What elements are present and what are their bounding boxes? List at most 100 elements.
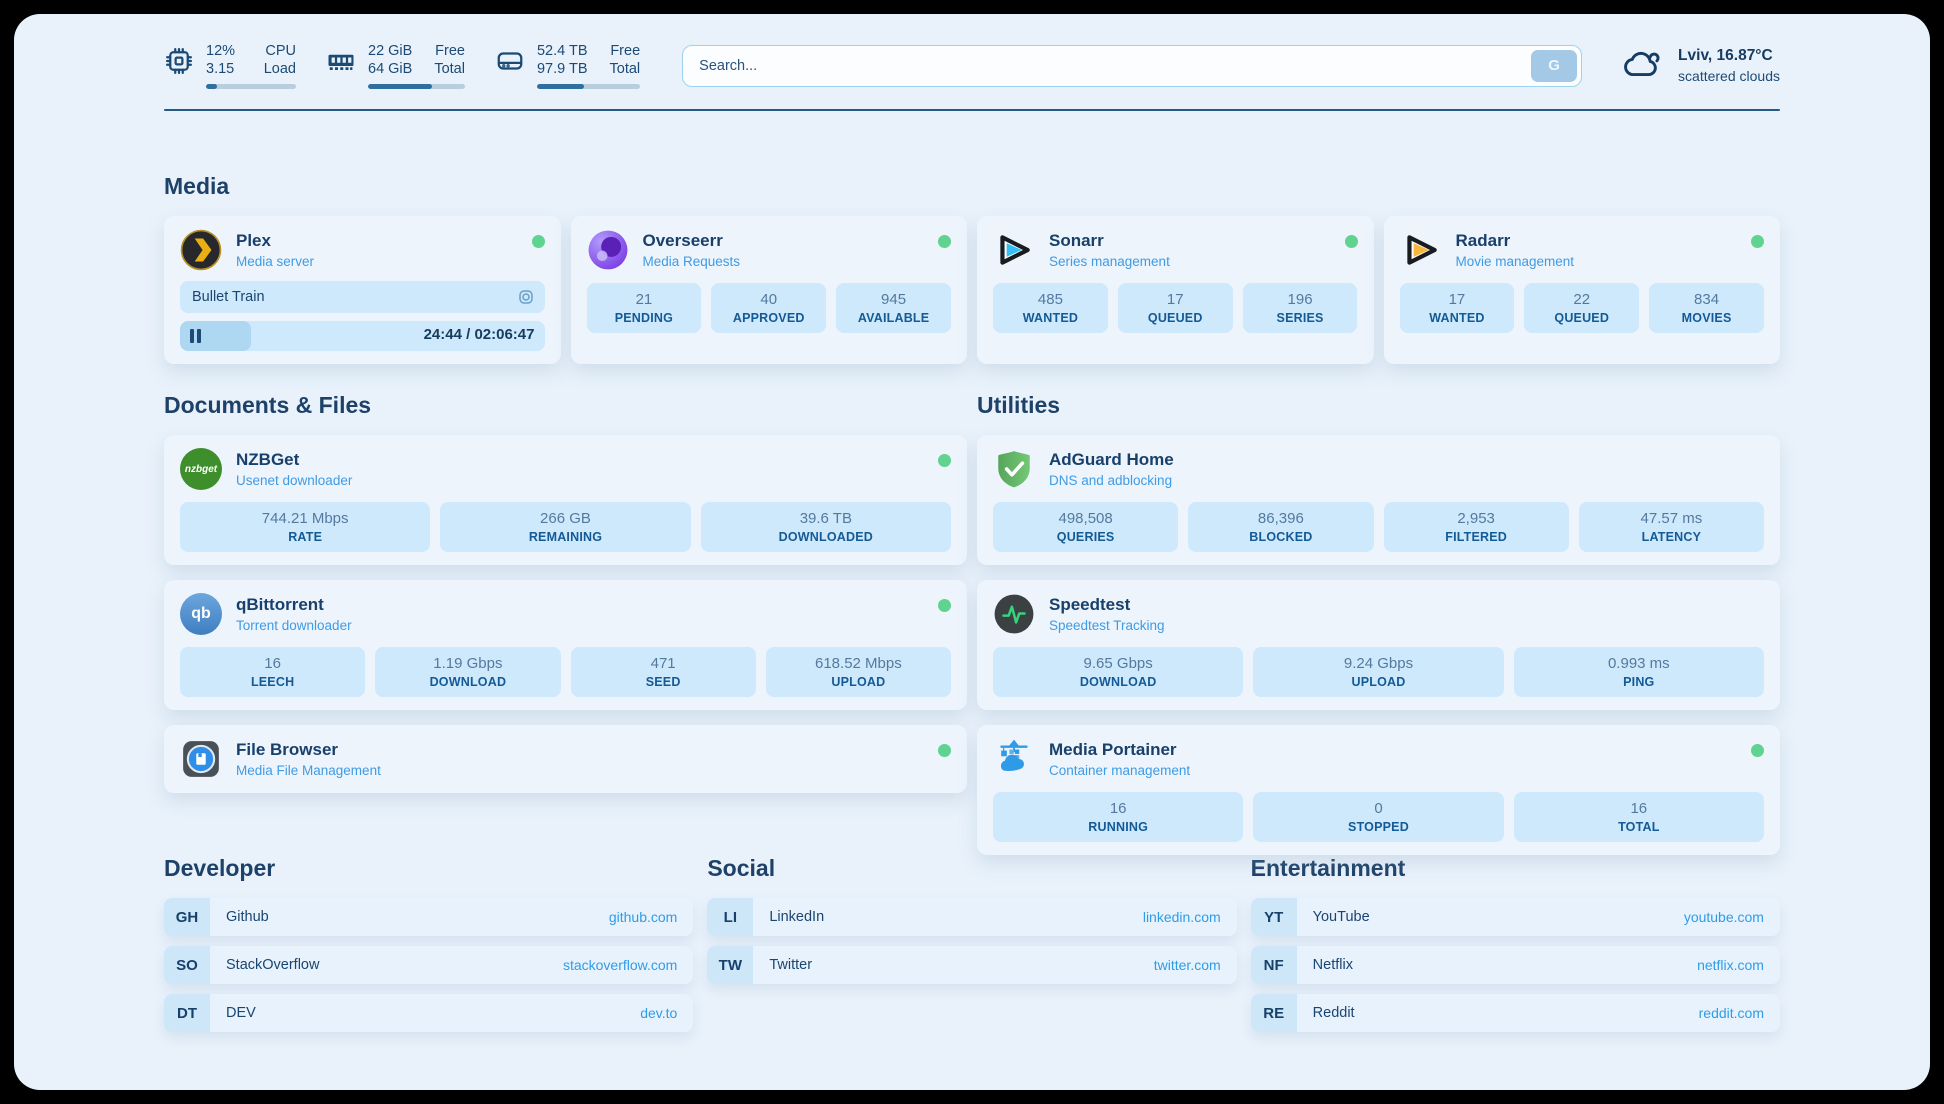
social-section: Social LI LinkedIn linkedin.com TW Twitt… bbox=[707, 855, 1237, 1032]
card-title: File Browser bbox=[236, 740, 339, 760]
card-title: AdGuard Home bbox=[1049, 450, 1174, 470]
header-divider bbox=[164, 109, 1780, 112]
link-youtube[interactable]: YT YouTube youtube.com bbox=[1250, 898, 1780, 937]
qbittorrent-icon: qb bbox=[180, 593, 222, 636]
card-subtitle: Media Requests bbox=[642, 253, 741, 269]
card-portainer[interactable]: Media Portainer Container management 16 … bbox=[977, 725, 1780, 856]
pause-icon[interactable] bbox=[190, 329, 201, 344]
card-title: qBittorrent bbox=[236, 595, 324, 615]
cpu-icon bbox=[164, 46, 194, 81]
stat-movies: 834 MOVIES bbox=[1649, 283, 1764, 334]
cpu-load-label: Load bbox=[263, 61, 296, 78]
ram-stat: 22 GiB 64 GiB Free Total bbox=[326, 42, 465, 90]
stat-queued: 17 QUEUED bbox=[1117, 283, 1233, 334]
cpu-usage-value: 12% bbox=[206, 43, 236, 59]
overseerr-icon bbox=[587, 229, 629, 271]
stat-running: 16 RUNNING bbox=[993, 792, 1244, 843]
search-input[interactable] bbox=[682, 44, 1583, 87]
card-title: NZBGet bbox=[236, 450, 300, 470]
link-dev[interactable]: DT DEV dev.to bbox=[164, 994, 694, 1033]
playback-time: 24:44 / 02:06:47 bbox=[423, 326, 535, 344]
ram-total-label: Total bbox=[434, 61, 465, 78]
status-dot bbox=[1751, 235, 1764, 249]
section-title-entertainment: Entertainment bbox=[1250, 855, 1406, 882]
section-title-utilities: Utilities bbox=[977, 392, 1061, 419]
cloud-icon bbox=[1624, 46, 1664, 85]
stat-seed: 471 SEED bbox=[570, 647, 756, 698]
stat-stopped: 0 STOPPED bbox=[1253, 792, 1504, 843]
card-title: Radarr bbox=[1455, 231, 1511, 251]
card-adguard[interactable]: AdGuard Home DNS and adblocking 498,508 … bbox=[977, 435, 1780, 566]
weather-widget: Lviv, 16.87°C scattered clouds bbox=[1624, 46, 1780, 85]
card-subtitle: Container management bbox=[1049, 762, 1191, 778]
stat-download: 1.19 Gbps DOWNLOAD bbox=[375, 647, 561, 698]
gear-icon[interactable] bbox=[517, 288, 535, 306]
cpu-stat: 12% 3.15 CPU Load bbox=[164, 42, 296, 90]
link-twitter[interactable]: TW Twitter twitter.com bbox=[707, 946, 1237, 985]
stat-queued: 22 QUEUED bbox=[1524, 283, 1640, 334]
stat-total: 16 TOTAL bbox=[1513, 792, 1764, 843]
status-dot bbox=[531, 235, 545, 249]
disk-stat: 52.4 TB 97.9 TB Free Total bbox=[495, 42, 641, 90]
disk-total-label: Total bbox=[609, 61, 641, 78]
now-playing-row: Bullet Train bbox=[180, 281, 545, 314]
radarr-icon bbox=[1400, 229, 1442, 271]
card-nzbget[interactable]: nzbget NZBGet Usenet downloader 744.21 M… bbox=[164, 435, 967, 566]
developer-section: Developer GH Github github.com SO StackO… bbox=[164, 855, 694, 1033]
ram-icon bbox=[326, 46, 356, 81]
link-github[interactable]: GH Github github.com bbox=[164, 898, 694, 937]
dashboard-page: 12% 3.15 CPU Load bbox=[14, 14, 1930, 1090]
cpu-load-value: 3.15 bbox=[206, 61, 235, 78]
card-qbittorrent[interactable]: qb qBittorrent Torrent downloader 16 LEE… bbox=[164, 580, 967, 711]
card-radarr[interactable]: Radarr Movie management 17 WANTED 22 QUE… bbox=[1383, 216, 1780, 365]
stat-approved: 40 APPROVED bbox=[711, 283, 827, 334]
stat-remaining: 266 GB REMAINING bbox=[440, 502, 691, 553]
card-title: Overseerr bbox=[642, 231, 723, 251]
links-area: Developer GH Github github.com SO StackO… bbox=[164, 855, 1780, 1033]
stat-filtered: 2,953 FILTERED bbox=[1383, 502, 1569, 553]
link-stackoverflow[interactable]: SO StackOverflow stackoverflow.com bbox=[164, 946, 694, 985]
playback-progress-bar[interactable]: 24:44 / 02:06:47 bbox=[180, 321, 545, 352]
stat-rate: 744.21 Mbps RATE bbox=[180, 502, 431, 553]
card-title: Speedtest bbox=[1049, 595, 1131, 615]
status-dot bbox=[938, 235, 951, 249]
stat-available: 945 AVAILABLE bbox=[836, 283, 951, 334]
disk-total-value: 97.9 TB bbox=[536, 61, 588, 78]
now-playing-title: Bullet Train bbox=[192, 289, 265, 306]
header: 12% 3.15 CPU Load bbox=[164, 42, 1780, 90]
disk-free-value: 52.4 TB bbox=[536, 43, 588, 59]
stat-leech: 16 LEECH bbox=[180, 647, 366, 698]
cpu-progress-bar bbox=[206, 84, 296, 90]
search-engine-button[interactable]: G bbox=[1531, 49, 1578, 82]
card-speedtest[interactable]: Speedtest Speedtest Tracking 9.65 Gbps D… bbox=[977, 580, 1780, 711]
card-subtitle: Speedtest Tracking bbox=[1049, 617, 1165, 633]
section-title-media: Media bbox=[164, 173, 230, 200]
stat-ping: 0.993 ms PING bbox=[1513, 647, 1764, 698]
card-plex[interactable]: Plex Media server Bullet Train bbox=[164, 216, 561, 365]
status-dot bbox=[938, 454, 951, 468]
card-sonarr[interactable]: Sonarr Series management 485 WANTED 17 Q… bbox=[977, 216, 1374, 365]
link-linkedin[interactable]: LI LinkedIn linkedin.com bbox=[707, 898, 1237, 937]
stat-series: 196 SERIES bbox=[1242, 283, 1358, 334]
search-bar: G bbox=[682, 44, 1583, 87]
stat-upload: 9.24 Gbps UPLOAD bbox=[1253, 647, 1504, 698]
cpu-label: CPU bbox=[265, 43, 296, 59]
card-overseerr[interactable]: Overseerr Media Requests 21 PENDING 40 A… bbox=[570, 216, 967, 365]
card-filebrowser[interactable]: File Browser Media File Management bbox=[164, 725, 967, 794]
sonarr-icon bbox=[993, 229, 1035, 271]
weather-location-temp: Lviv, 16.87°C bbox=[1678, 47, 1773, 65]
ram-free-label: Free bbox=[435, 43, 465, 59]
link-reddit[interactable]: RE Reddit reddit.com bbox=[1250, 994, 1780, 1033]
stat-downloaded: 39.6 TB DOWNLOADED bbox=[700, 502, 951, 553]
media-cards-row: Plex Media server Bullet Train bbox=[164, 216, 1780, 365]
card-title: Media Portainer bbox=[1049, 740, 1177, 760]
nzbget-icon: nzbget bbox=[180, 448, 222, 491]
card-subtitle: Media server bbox=[236, 253, 315, 269]
stat-latency: 47.57 ms LATENCY bbox=[1578, 502, 1764, 553]
status-dot bbox=[938, 744, 951, 758]
ram-total-value: 64 GiB bbox=[368, 61, 413, 78]
ram-free-value: 22 GiB bbox=[368, 43, 413, 59]
link-netflix[interactable]: NF Netflix netflix.com bbox=[1250, 946, 1780, 985]
card-subtitle: Media File Management bbox=[236, 762, 381, 778]
entertainment-section: Entertainment YT YouTube youtube.com NF … bbox=[1250, 855, 1780, 1033]
